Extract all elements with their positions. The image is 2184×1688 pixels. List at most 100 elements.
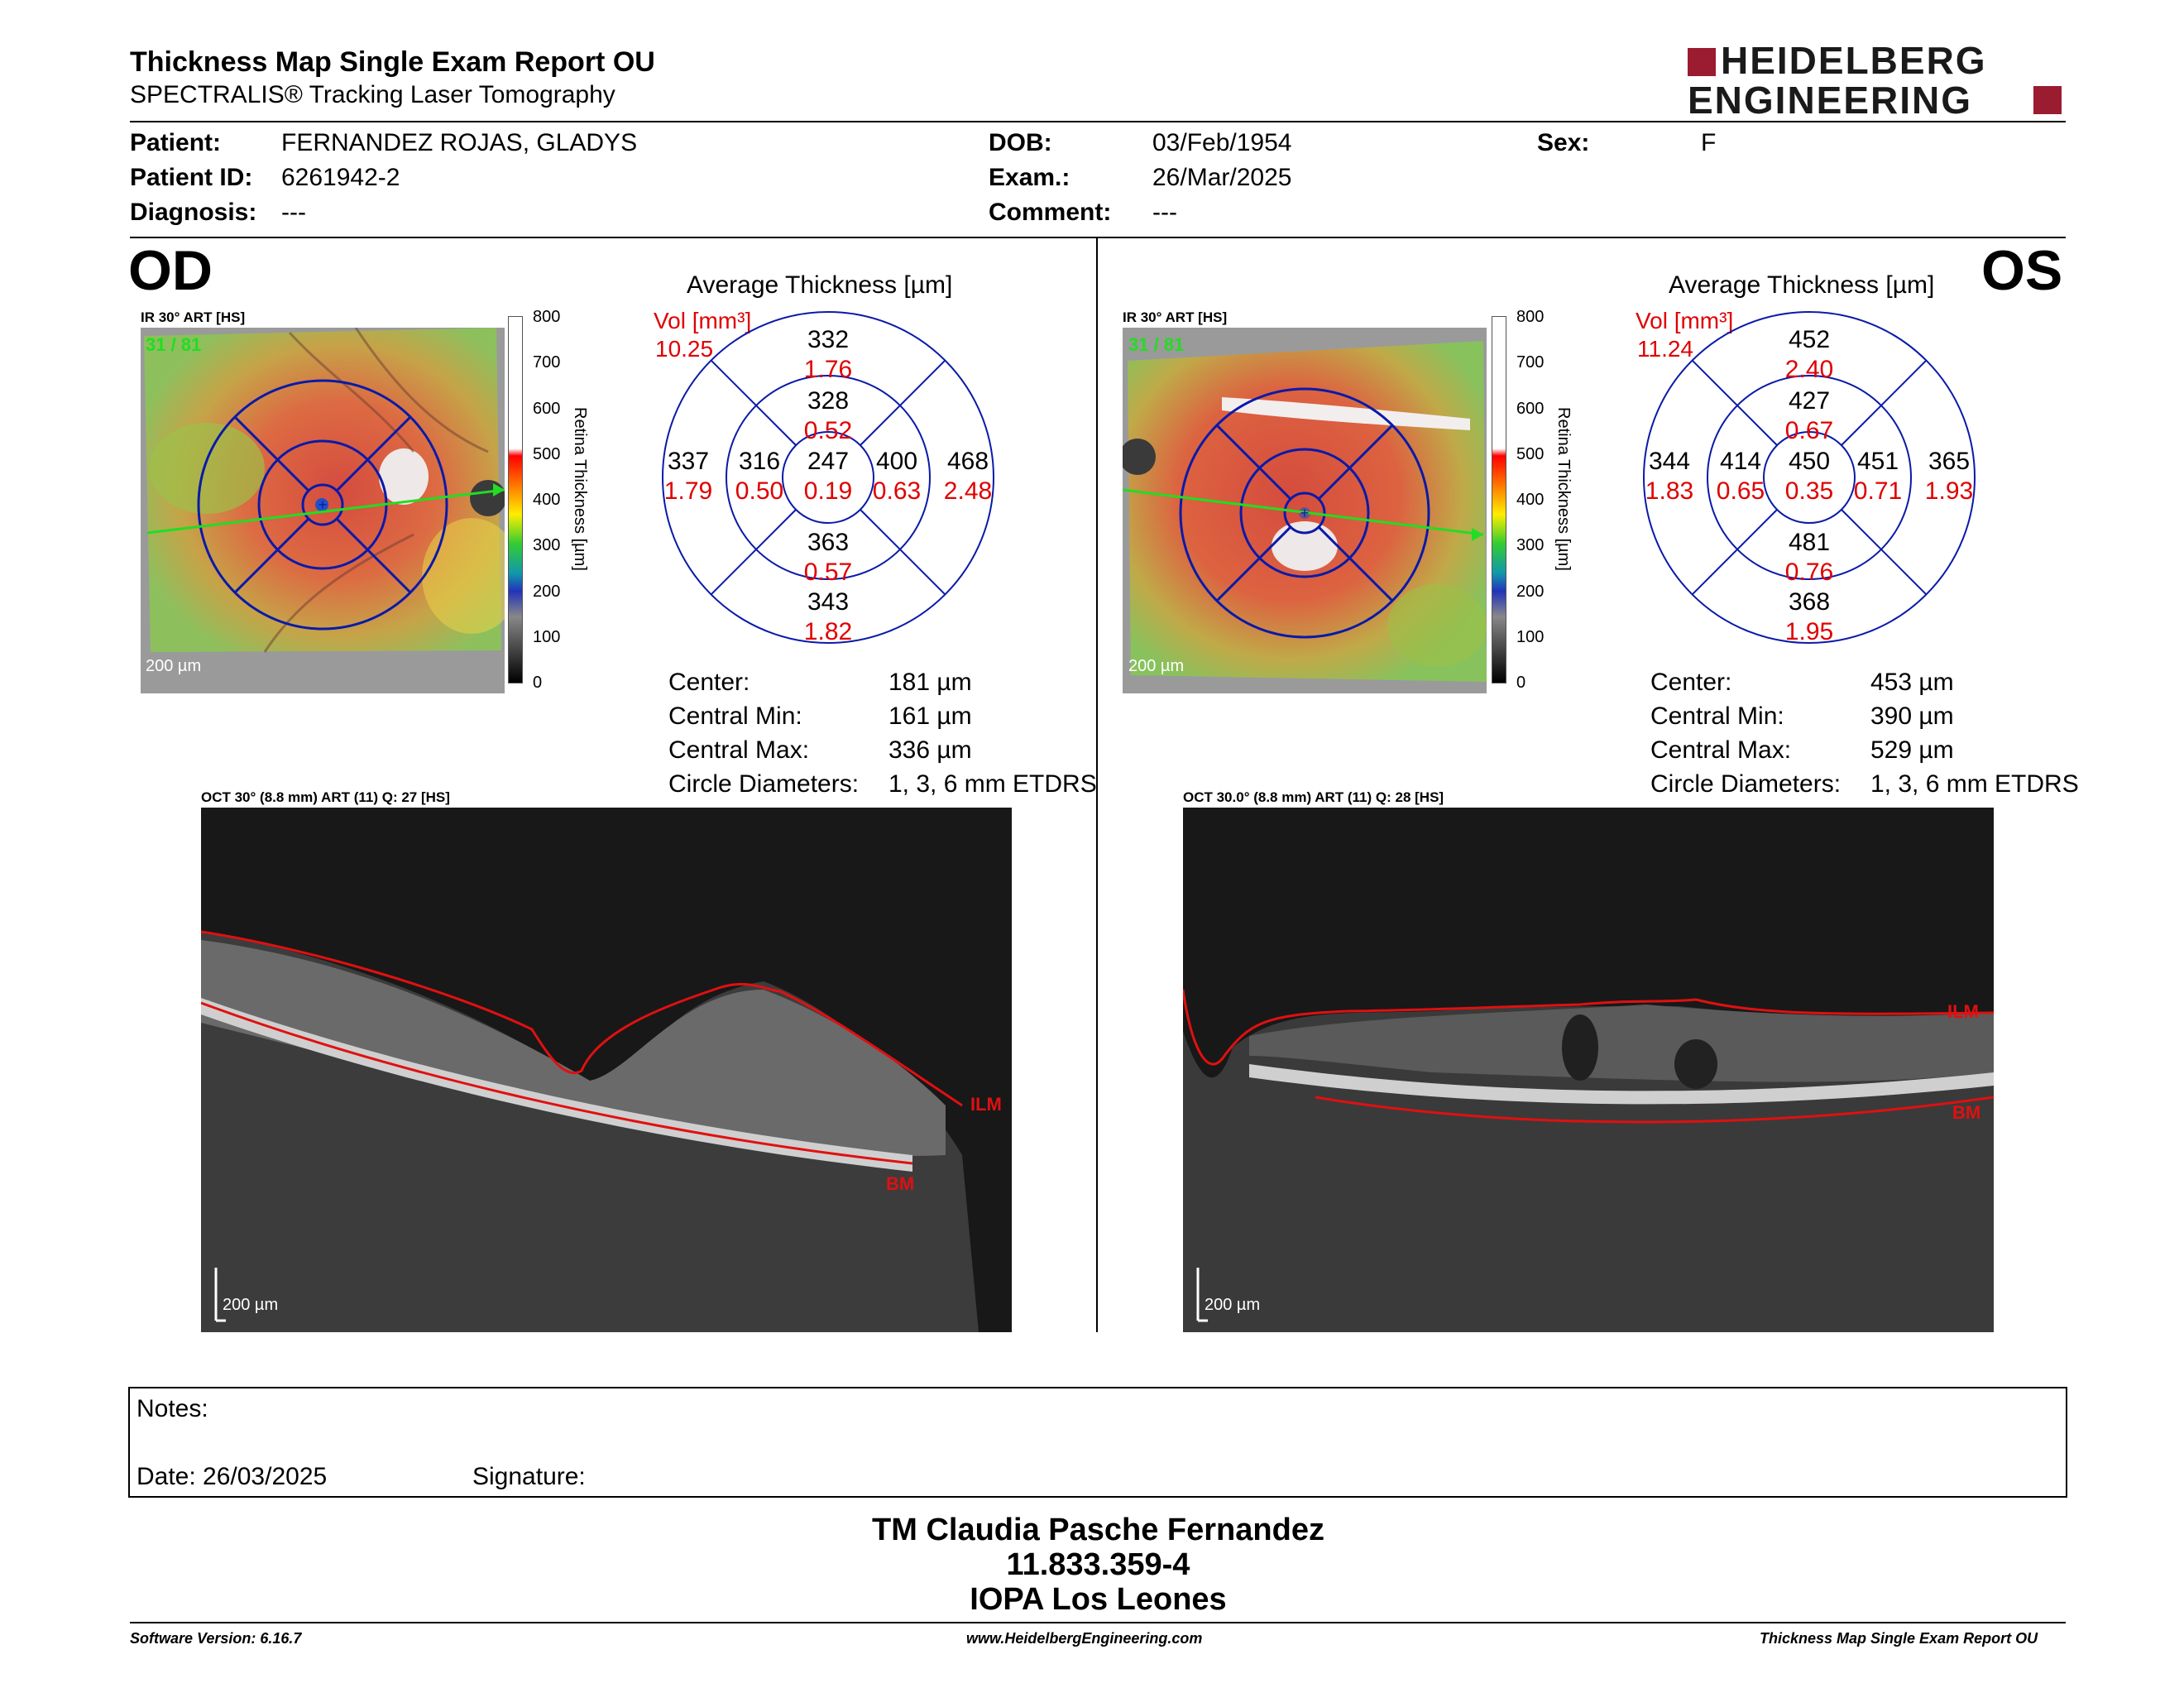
etdrs-inner-right-volume: 0.63 bbox=[873, 477, 921, 505]
od-circle-diam-value: 1, 3, 6 mm ETDRS bbox=[888, 770, 1097, 798]
od-fundus-map bbox=[141, 327, 521, 693]
etdrs-ring bbox=[1707, 375, 1912, 580]
etdrs-inner-sup-volume: 0.52 bbox=[804, 417, 852, 444]
fundus-sector-line bbox=[1317, 525, 1394, 602]
od-frame-counter: 31 / 81 bbox=[146, 334, 202, 355]
etdrs-sector-line bbox=[710, 359, 797, 446]
colorbar-tick: 400 bbox=[533, 491, 561, 509]
report-subtitle: SPECTRALIS® Tracking Laser Tomography bbox=[130, 81, 615, 108]
etdrs-outer-sup-volume: 1.76 bbox=[804, 356, 852, 383]
fundus-sector-line bbox=[335, 415, 412, 492]
scan-line bbox=[1122, 488, 1484, 536]
od-eye-label: OD bbox=[128, 239, 213, 302]
fovea-marker: + bbox=[1300, 505, 1310, 521]
etdrs-outer-right-volume: 1.93 bbox=[1925, 477, 1973, 505]
colorbar-tick: 400 bbox=[1516, 491, 1545, 509]
od-vol-value: 10.25 bbox=[655, 336, 714, 362]
patient-name: FERNANDEZ ROJAS, GLADYS bbox=[281, 129, 638, 156]
etdrs-inner-inf-volume: 0.57 bbox=[804, 559, 852, 586]
eye-split-divider bbox=[1096, 238, 1098, 1332]
etdrs-inner-right-volume: 0.71 bbox=[1854, 477, 1902, 505]
etdrs-inner-inf-volume: 0.76 bbox=[1785, 559, 1833, 586]
colorbar-tick: 300 bbox=[533, 536, 561, 555]
comment-label: Comment: bbox=[989, 199, 1112, 226]
os-oct-scale: 200 µm bbox=[1205, 1296, 1261, 1314]
od-central-min-value: 161 µm bbox=[888, 703, 972, 730]
logo-red-square-bottom bbox=[2033, 86, 2062, 114]
logo-red-square-top bbox=[1688, 48, 1716, 76]
os-vol-label: Vol [mm³] bbox=[1636, 308, 1734, 333]
fundus-sector-line bbox=[335, 517, 412, 594]
etdrs-inner-left-thickness: 316 bbox=[739, 448, 780, 475]
etdrs-outer-left-thickness: 344 bbox=[1649, 448, 1690, 475]
fundus-sector-line bbox=[1215, 525, 1292, 602]
etdrs-outer-inf-volume: 1.82 bbox=[804, 618, 852, 645]
os-central-max-value: 529 µm bbox=[1870, 736, 1954, 764]
etdrs-outer-right-thickness: 468 bbox=[947, 448, 989, 475]
os-thickness-colorbar: 800 700 600 500 400 300 200 100 0 Retina Thickne… bbox=[1492, 308, 1583, 692]
fundus-etdrs-ring bbox=[1239, 448, 1370, 578]
patient-id: 6261942-2 bbox=[281, 164, 400, 191]
od-central-max-label: Central Max: bbox=[668, 736, 810, 764]
od-etdrs-diagram: 247 0.19 328 0.52 363 0.57 316 0.50 400 0.63 332 1.… bbox=[659, 308, 998, 647]
signature-label: Signature: bbox=[472, 1463, 586, 1490]
fundus-sector-line bbox=[233, 517, 310, 594]
colorbar-tick: 600 bbox=[533, 399, 561, 418]
etdrs-inner-left-volume: 0.65 bbox=[1717, 477, 1765, 505]
os-central-min-value: 390 µm bbox=[1870, 703, 1954, 730]
os-oct-bscan: ILM BM 200 µm bbox=[1183, 808, 1994, 1332]
signoff-org: IOPA Los Leones bbox=[970, 1582, 1227, 1617]
scan-line bbox=[146, 488, 505, 535]
logo-text-engineering: ENGINEERING bbox=[1688, 79, 1973, 122]
os-avg-thickness-title: Average Thickness [µm] bbox=[1669, 271, 1935, 299]
colorbar-tick: 100 bbox=[533, 627, 561, 646]
diagnosis-value: --- bbox=[281, 199, 306, 226]
footer-report-name: Thickness Map Single Exam Report OU bbox=[1760, 1630, 2038, 1647]
comment-value: --- bbox=[1152, 199, 1177, 226]
colorbar-tick: 500 bbox=[533, 444, 561, 463]
etdrs-inner-sup-volume: 0.67 bbox=[1785, 417, 1833, 444]
etdrs-sector-line bbox=[1841, 509, 1928, 596]
os-circle-diam-value: 1, 3, 6 mm ETDRS bbox=[1870, 770, 2079, 798]
etdrs-sector-line bbox=[1691, 359, 1778, 446]
etdrs-sector-line bbox=[1691, 509, 1778, 596]
etdrs-ring bbox=[782, 431, 874, 524]
colorbar-tick: 700 bbox=[1516, 353, 1545, 372]
os-ilm-label: ILM bbox=[1947, 1001, 1979, 1022]
header-divider bbox=[130, 121, 2066, 122]
etdrs-sector-line bbox=[710, 509, 797, 596]
od-ilm-label: ILM bbox=[970, 1094, 1002, 1115]
fundus-sector-line bbox=[233, 415, 310, 492]
colorbar-tick: 800 bbox=[1516, 308, 1545, 326]
signoff-id: 11.833.359-4 bbox=[1006, 1547, 1190, 1582]
os-colorbar-title: Retina Thickness [µm] bbox=[1554, 407, 1573, 571]
etdrs-ring bbox=[662, 311, 994, 644]
etdrs-outer-inf-thickness: 343 bbox=[807, 588, 849, 616]
heidelberg-logo: HEIDELBERG ENGINEERING bbox=[1688, 41, 2068, 122]
etdrs-ring bbox=[726, 375, 931, 580]
od-thickness-colorbar: 800 700 600 500 400 300 200 100 0 Retina Thickne… bbox=[508, 308, 599, 692]
etdrs-outer-sup-volume: 2.40 bbox=[1785, 356, 1833, 383]
etdrs-inner-inf-thickness: 363 bbox=[807, 529, 849, 556]
od-oct-scale: 200 µm bbox=[223, 1296, 279, 1314]
od-center-label: Center: bbox=[668, 669, 750, 696]
os-eye-label: OS bbox=[1981, 239, 2063, 302]
etdrs-inner-left-thickness: 414 bbox=[1720, 448, 1761, 475]
colorbar-tick: 700 bbox=[533, 353, 561, 372]
fundus-sector-line bbox=[1215, 424, 1292, 501]
etdrs-sector-line bbox=[1841, 359, 1928, 446]
colorbar-tick: 800 bbox=[533, 308, 561, 326]
etdrs-inner-inf-thickness: 481 bbox=[1789, 529, 1830, 556]
website-link[interactable]: www.HeidelbergEngineering.com bbox=[966, 1630, 1203, 1647]
etdrs-inner-right-thickness: 400 bbox=[876, 448, 917, 475]
notes-box[interactable]: Notes: Date: 26/03/2025 Signature: bbox=[128, 1387, 2067, 1498]
etdrs-inner-right-thickness: 451 bbox=[1857, 448, 1899, 475]
logo-text-heidelberg: HEIDELBERG bbox=[1721, 39, 1987, 82]
od-avg-thickness-title: Average Thickness [µm] bbox=[687, 271, 953, 299]
od-ir-label: IR 30° ART [HS] bbox=[141, 309, 246, 325]
etdrs-center-thickness: 450 bbox=[1789, 448, 1830, 475]
os-frame-counter: 31 / 81 bbox=[1128, 334, 1185, 355]
etdrs-inner-left-volume: 0.50 bbox=[735, 477, 783, 505]
od-colorbar-title: Retina Thickness [µm] bbox=[571, 407, 589, 571]
footer-divider bbox=[130, 1622, 2066, 1623]
